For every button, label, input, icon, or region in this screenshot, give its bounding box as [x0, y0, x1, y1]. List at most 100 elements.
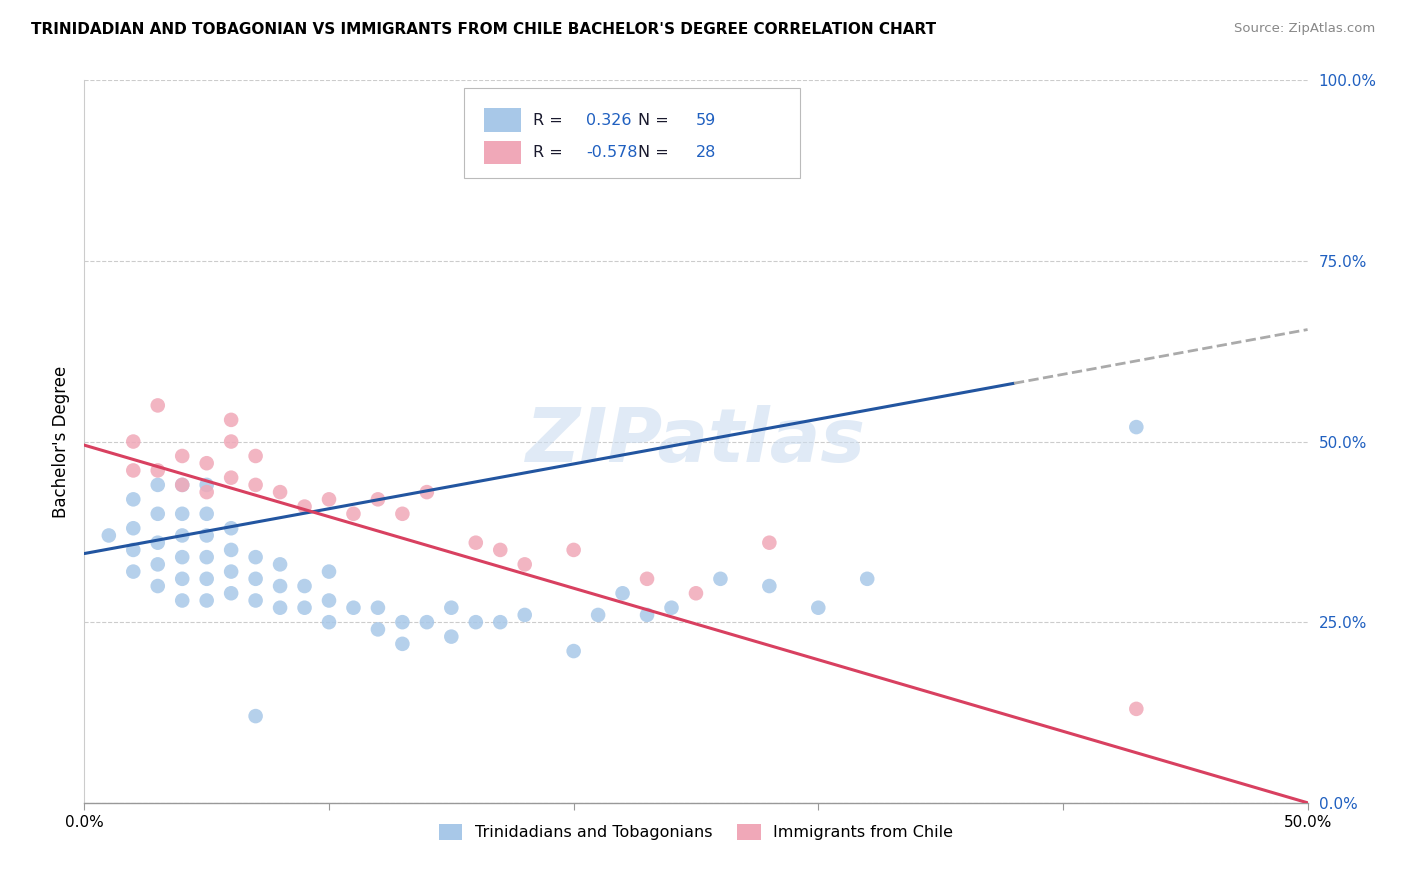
Text: Source: ZipAtlas.com: Source: ZipAtlas.com: [1234, 22, 1375, 36]
Point: [489, 615, 512, 630]
Point: [219, 434, 242, 449]
Point: [172, 478, 194, 492]
Point: [294, 500, 316, 514]
Point: [367, 623, 389, 637]
Point: [685, 586, 707, 600]
Point: [146, 579, 169, 593]
FancyBboxPatch shape: [484, 141, 522, 164]
Point: [172, 572, 194, 586]
Point: [489, 542, 512, 557]
Point: [367, 492, 389, 507]
Point: [146, 558, 169, 572]
Point: [269, 600, 291, 615]
Point: [661, 600, 683, 615]
Point: [245, 709, 267, 723]
Point: [195, 593, 218, 607]
Point: [416, 485, 439, 500]
Point: [1125, 420, 1147, 434]
Point: [318, 565, 340, 579]
Point: [513, 558, 536, 572]
Point: [219, 586, 242, 600]
Point: [367, 600, 389, 615]
Point: [391, 507, 413, 521]
Point: [219, 565, 242, 579]
Point: [146, 463, 169, 477]
Point: [562, 644, 585, 658]
Point: [122, 434, 145, 449]
Point: [856, 572, 879, 586]
Point: [245, 593, 267, 607]
Point: [758, 535, 780, 549]
Point: [245, 550, 267, 565]
Text: 0.326: 0.326: [586, 112, 631, 128]
Text: N =: N =: [638, 145, 675, 160]
Point: [146, 478, 169, 492]
Point: [195, 550, 218, 565]
Point: [318, 615, 340, 630]
Point: [146, 507, 169, 521]
Point: [245, 478, 267, 492]
Y-axis label: Bachelor's Degree: Bachelor's Degree: [52, 366, 70, 517]
Point: [122, 492, 145, 507]
Point: [1125, 702, 1147, 716]
Point: [636, 607, 658, 622]
Point: [586, 607, 609, 622]
FancyBboxPatch shape: [464, 87, 800, 178]
Text: N =: N =: [638, 112, 675, 128]
Point: [464, 615, 486, 630]
Point: [342, 507, 364, 521]
Point: [464, 535, 486, 549]
Point: [195, 572, 218, 586]
Point: [269, 485, 291, 500]
Text: 59: 59: [696, 112, 716, 128]
Text: R =: R =: [533, 112, 568, 128]
FancyBboxPatch shape: [484, 109, 522, 132]
Point: [146, 398, 169, 412]
Point: [195, 507, 218, 521]
Point: [195, 528, 218, 542]
Point: [391, 615, 413, 630]
Point: [709, 572, 731, 586]
Point: [294, 600, 316, 615]
Point: [146, 535, 169, 549]
Point: [219, 413, 242, 427]
Text: -0.578: -0.578: [586, 145, 637, 160]
Point: [391, 637, 413, 651]
Point: [195, 478, 218, 492]
Point: [612, 586, 634, 600]
Text: TRINIDADIAN AND TOBAGONIAN VS IMMIGRANTS FROM CHILE BACHELOR'S DEGREE CORRELATIO: TRINIDADIAN AND TOBAGONIAN VS IMMIGRANTS…: [31, 22, 936, 37]
Point: [758, 579, 780, 593]
Point: [269, 558, 291, 572]
Point: [172, 593, 194, 607]
Point: [513, 607, 536, 622]
Point: [245, 572, 267, 586]
Point: [440, 630, 463, 644]
Text: ZIPatlas: ZIPatlas: [526, 405, 866, 478]
Point: [416, 615, 439, 630]
Point: [122, 463, 145, 477]
Point: [172, 507, 194, 521]
Point: [219, 542, 242, 557]
Point: [195, 456, 218, 470]
Point: [172, 528, 194, 542]
Point: [172, 478, 194, 492]
Point: [122, 521, 145, 535]
Legend: Trinidadians and Tobagonians, Immigrants from Chile: Trinidadians and Tobagonians, Immigrants…: [432, 817, 960, 847]
Point: [122, 565, 145, 579]
Point: [172, 550, 194, 565]
Point: [245, 449, 267, 463]
Point: [294, 579, 316, 593]
Point: [342, 600, 364, 615]
Point: [636, 572, 658, 586]
Point: [807, 600, 830, 615]
Point: [318, 593, 340, 607]
Point: [440, 600, 463, 615]
Point: [219, 521, 242, 535]
Point: [172, 449, 194, 463]
Point: [318, 492, 340, 507]
Text: 28: 28: [696, 145, 716, 160]
Point: [122, 542, 145, 557]
Point: [269, 579, 291, 593]
Point: [195, 485, 218, 500]
Point: [562, 542, 585, 557]
